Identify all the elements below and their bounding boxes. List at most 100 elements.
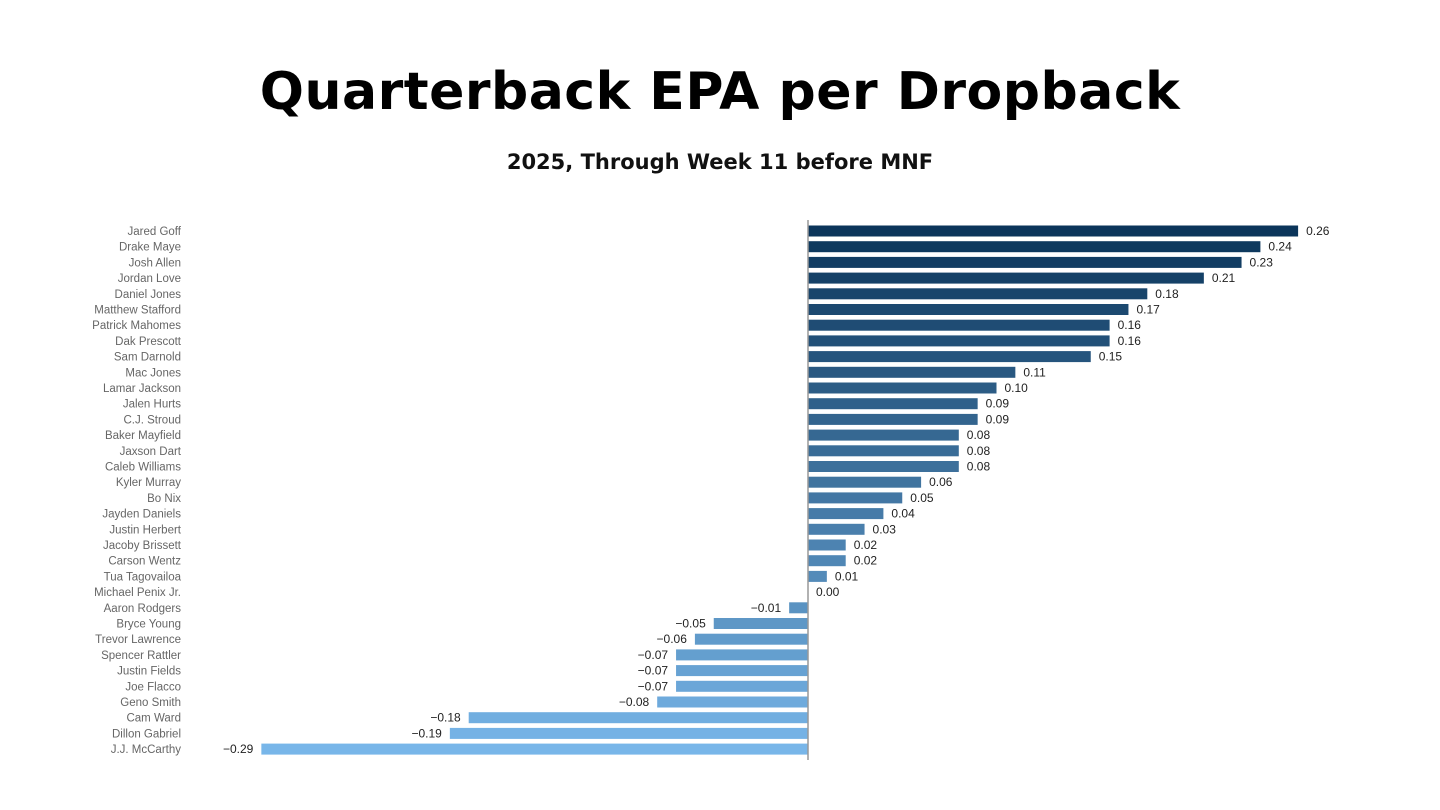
bar: [676, 665, 808, 677]
data-label: −0.07: [638, 664, 669, 678]
data-label: 0.11: [1023, 365, 1046, 379]
bar: [789, 602, 808, 614]
bar: [808, 272, 1204, 284]
data-label: 0.17: [1136, 303, 1160, 317]
category-label: Caleb Williams: [105, 462, 181, 474]
bar: [808, 555, 846, 567]
category-label: Dak Prescott: [115, 336, 182, 348]
category-label: Drake Maye: [119, 242, 181, 254]
bar: [808, 382, 997, 394]
bar: [468, 712, 808, 724]
data-label: −0.07: [638, 679, 669, 693]
data-label: 0.16: [1118, 334, 1142, 348]
bar: [808, 398, 978, 410]
bar: [808, 351, 1091, 363]
data-label: 0.05: [910, 491, 934, 505]
category-label: Jacoby Brissett: [103, 540, 182, 552]
category-label: Jalen Hurts: [123, 399, 181, 411]
category-label: Daniel Jones: [115, 289, 182, 301]
bar: [261, 743, 809, 755]
bar: [808, 461, 959, 472]
data-label: 0.09: [986, 397, 1010, 411]
bar: [808, 225, 1299, 237]
data-label: −0.05: [675, 617, 706, 631]
category-label: Tua Tagovailoa: [104, 571, 182, 583]
bar: [676, 649, 808, 661]
category-label: Justin Fields: [117, 666, 181, 678]
data-label: 0.02: [854, 538, 878, 552]
bar: [808, 366, 1016, 378]
category-label: Jayden Daniels: [102, 509, 181, 521]
data-label: −0.18: [430, 711, 461, 725]
category-label: Baker Mayfield: [105, 430, 181, 442]
data-label: −0.01: [751, 601, 782, 615]
category-label: Trevor Lawrence: [95, 634, 181, 646]
bar: [808, 445, 959, 457]
category-label: Kyler Murray: [116, 477, 181, 489]
bar: [657, 696, 808, 708]
bar: [808, 492, 903, 504]
category-label: Carson Wentz: [108, 556, 181, 568]
category-label: Jared Goff: [128, 226, 182, 238]
chart-title: Quarterback EPA per Dropback: [259, 62, 1181, 122]
bar: [808, 570, 827, 582]
bar: [808, 523, 865, 535]
category-label: Sam Darnold: [114, 352, 181, 364]
data-label: 0.23: [1250, 255, 1274, 269]
category-label: Jaxson Dart: [120, 446, 182, 458]
data-label: 0.02: [854, 554, 878, 568]
data-label: 0.08: [967, 460, 991, 474]
data-label: 0.08: [967, 444, 991, 458]
bar: [808, 335, 1110, 347]
bar: [808, 319, 1110, 331]
category-label: Justin Herbert: [109, 524, 181, 536]
category-label: C.J. Stroud: [123, 414, 181, 426]
bar: [808, 508, 884, 520]
chart-subtitle: 2025, Through Week 11 before MNF: [506, 150, 934, 174]
bar: [694, 633, 808, 645]
category-label: Bo Nix: [147, 493, 181, 505]
category-label: J.J. McCarthy: [111, 744, 182, 756]
category-label: Mac Jones: [125, 367, 181, 379]
bar: [808, 539, 846, 551]
bar: [808, 288, 1148, 300]
category-label: Matthew Stafford: [94, 305, 181, 317]
data-label: 0.03: [873, 522, 897, 536]
category-label: Joe Flacco: [125, 681, 181, 693]
category-label: Bryce Young: [116, 619, 181, 631]
data-label: 0.08: [967, 428, 991, 442]
category-label: Geno Smith: [120, 697, 181, 709]
data-label: 0.00: [816, 585, 840, 599]
bar: [808, 429, 959, 441]
bar: [713, 618, 808, 629]
bar: [449, 727, 808, 739]
data-label: −0.08: [619, 695, 650, 709]
data-label: −0.19: [411, 726, 442, 740]
data-label: 0.09: [986, 412, 1010, 426]
category-label: Patrick Mahomes: [92, 320, 181, 332]
category-label: Aaron Rodgers: [104, 603, 182, 615]
category-label: Josh Allen: [129, 257, 181, 269]
data-label: 0.16: [1118, 318, 1142, 332]
data-label: −0.29: [223, 742, 254, 756]
bar: [808, 476, 922, 488]
category-label: Cam Ward: [126, 713, 181, 725]
data-label: 0.01: [835, 569, 859, 583]
data-label: 0.26: [1306, 224, 1330, 238]
data-label: 0.18: [1155, 287, 1179, 301]
data-label: −0.07: [638, 648, 669, 662]
category-label: Lamar Jackson: [103, 383, 181, 395]
bar: [808, 241, 1261, 253]
bar: [808, 304, 1129, 315]
data-label: 0.15: [1099, 350, 1123, 364]
category-label: Jordan Love: [118, 273, 181, 285]
category-label: Dillon Gabriel: [112, 728, 181, 740]
data-label: 0.21: [1212, 271, 1236, 285]
data-label: 0.04: [891, 507, 915, 521]
data-label: 0.06: [929, 475, 953, 489]
category-label: Spencer Rattler: [101, 650, 181, 662]
bar: [808, 256, 1242, 268]
bar: [808, 413, 978, 425]
bar: [676, 680, 808, 692]
category-label: Michael Penix Jr.: [94, 587, 181, 599]
